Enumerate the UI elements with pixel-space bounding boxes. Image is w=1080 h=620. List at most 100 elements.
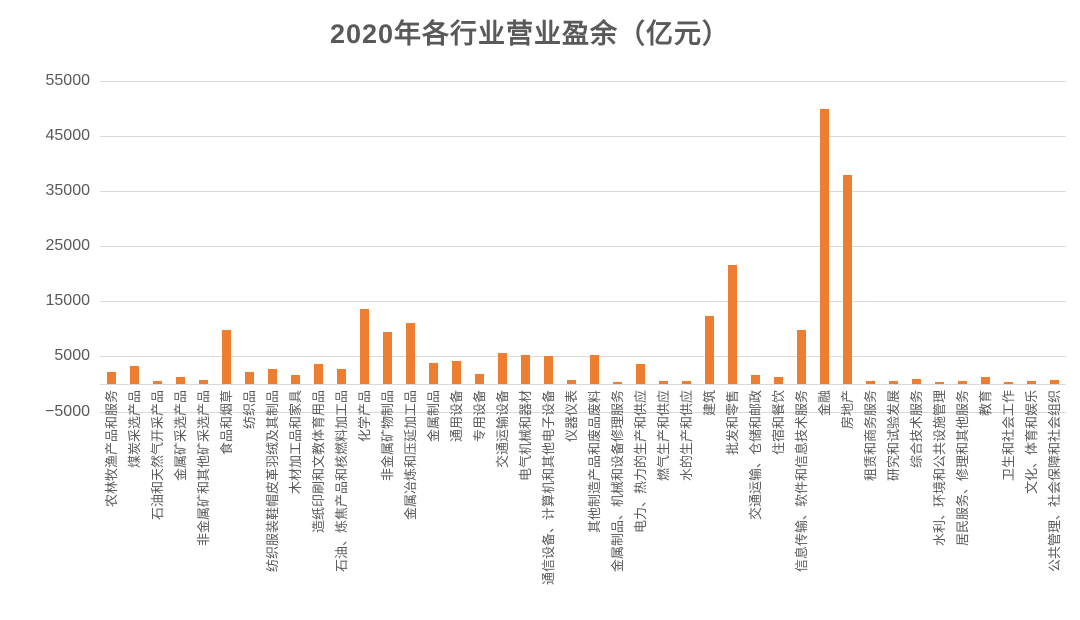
- bar: [429, 362, 438, 384]
- x-axis-category-label: 电力、热力的生产和供应: [632, 390, 648, 534]
- x-axis-category-label: 水的生产和供应: [678, 390, 694, 482]
- bar: [843, 174, 852, 384]
- x-axis-category-label: 食品和烟草: [218, 390, 234, 456]
- bar: [452, 361, 461, 384]
- x-axis-category-label: 交通运输、仓储和邮政: [747, 390, 763, 521]
- x-axis-category-label: 住宿和餐饮: [770, 390, 786, 456]
- bar: [498, 352, 507, 384]
- bar: [889, 380, 898, 384]
- bar: [981, 377, 990, 384]
- bar: [1004, 382, 1013, 384]
- x-axis-category-label: 石油和天然气开采产品: [149, 390, 165, 521]
- x-axis-category-label: 信息传输、软件和信息技术服务: [793, 390, 809, 573]
- gridline: [100, 80, 1066, 82]
- y-axis-tick-label: 55000: [45, 71, 91, 89]
- bar: [866, 380, 875, 384]
- y-axis-tick-label: 5000: [54, 347, 90, 365]
- y-axis-tick-label: 35000: [45, 182, 91, 200]
- bar: [383, 332, 392, 384]
- bar: [935, 381, 944, 384]
- x-axis-category-label: 电气机械和器材: [517, 390, 533, 482]
- bar: [958, 381, 967, 384]
- y-axis-tick-label: −5000: [45, 402, 90, 420]
- y-axis-tick-label: 45000: [45, 127, 91, 144]
- x-axis-category-label: 纺织品: [241, 390, 257, 430]
- x-axis-category-label: 租赁和商务服务: [862, 390, 878, 482]
- y-axis-tick-label: 15000: [45, 292, 91, 310]
- x-axis-category-label: 水利、环境和公共设施管理: [931, 390, 947, 547]
- bar: [613, 381, 622, 384]
- x-axis-category-label: 卫生和社会工作: [1000, 390, 1016, 482]
- bar: [682, 380, 691, 384]
- bar: [199, 380, 208, 384]
- bar: [475, 373, 484, 384]
- bar: [590, 355, 599, 384]
- x-axis-category-label: 房地产: [839, 390, 855, 430]
- x-axis-category-label: 金属制品: [425, 390, 441, 443]
- x-axis-category-label: 石油、炼焦产品和核燃料加工品: [333, 390, 349, 573]
- gridline: [100, 191, 1066, 193]
- bar: [636, 364, 645, 384]
- x-axis-category-label: 专用设备: [471, 390, 487, 443]
- chart-title: 2020年各行业营业盈余（亿元）: [329, 19, 731, 49]
- bar: [360, 309, 369, 384]
- bar: [567, 379, 576, 384]
- bar: [406, 323, 415, 384]
- x-axis-category-label: 研究和试验发展: [885, 390, 901, 482]
- gridline: [100, 301, 1066, 303]
- bar: [337, 368, 346, 384]
- x-axis-category-label: 化学产品: [356, 390, 372, 443]
- x-axis-category-label: 煤炭采选产品: [126, 390, 142, 469]
- x-axis-category-label: 通信设备、计算机和其他电子设备: [540, 390, 556, 586]
- x-axis-category-label: 教育: [977, 390, 993, 417]
- x-axis-category-label: 木材加工品和家具: [287, 390, 303, 495]
- bar: [820, 108, 829, 384]
- bar: [291, 374, 300, 384]
- bar: [521, 355, 530, 384]
- x-axis-category-label: 批发和零售: [724, 390, 740, 456]
- x-axis-category-label: 农林牧渔产品和服务: [103, 390, 119, 508]
- gridline: [100, 356, 1066, 358]
- x-axis-category-label: 金属制品、机械和设备修理服务: [609, 390, 625, 573]
- bar: [728, 265, 737, 384]
- x-axis-category-label: 造纸印刷和文教体育用品: [310, 390, 326, 534]
- bar: [1050, 380, 1059, 384]
- x-axis-category-label: 非金属矿物制品: [379, 390, 395, 482]
- x-axis-category-label: 金融: [816, 390, 832, 417]
- bar: [912, 378, 921, 384]
- x-axis-category-label: 居民服务、修理和其他服务: [954, 390, 970, 547]
- bar: [153, 381, 162, 384]
- bar: [544, 356, 553, 384]
- bar: [314, 363, 323, 384]
- bar: [268, 368, 277, 384]
- x-axis-category-label: 建筑: [701, 390, 717, 417]
- gridline: [100, 411, 1066, 413]
- gridline: [100, 246, 1066, 248]
- x-axis-category-label: 交通运输设备: [494, 390, 510, 469]
- gridline: [100, 136, 1066, 137]
- y-axis-tick-label: 25000: [45, 237, 91, 255]
- bar: [797, 329, 806, 384]
- x-axis-line: [100, 384, 1066, 385]
- bar: [130, 365, 139, 384]
- bar: [751, 375, 760, 384]
- x-axis-category-label: 金属矿采选产品: [172, 390, 188, 482]
- bar: [176, 377, 185, 384]
- bar: [245, 371, 254, 384]
- x-axis-category-label: 纺织服装鞋帽皮革羽绒及其制品: [264, 390, 280, 573]
- bar: [705, 315, 714, 384]
- x-axis-category-label: 其他制造产品和废品废料: [586, 390, 602, 534]
- bar: [222, 329, 231, 384]
- x-axis-category-label: 通用设备: [448, 390, 464, 443]
- bar: [774, 377, 783, 384]
- x-axis-category-label: 文化、体育和娱乐: [1023, 390, 1039, 495]
- x-axis-category-label: 金属冶炼和压延加工品: [402, 390, 418, 521]
- bar: [107, 372, 116, 384]
- bar: [659, 381, 668, 384]
- x-axis-category-label: 燃气生产和供应: [655, 390, 671, 482]
- bar: [1027, 381, 1036, 384]
- x-axis-category-label: 公共管理、社会保障和社会组织: [1046, 390, 1062, 573]
- x-axis-category-label: 非金属矿和其他矿采选产品: [195, 390, 211, 547]
- x-axis-category-label: 仪器仪表: [563, 390, 579, 443]
- x-axis-category-label: 综合技术服务: [908, 390, 924, 469]
